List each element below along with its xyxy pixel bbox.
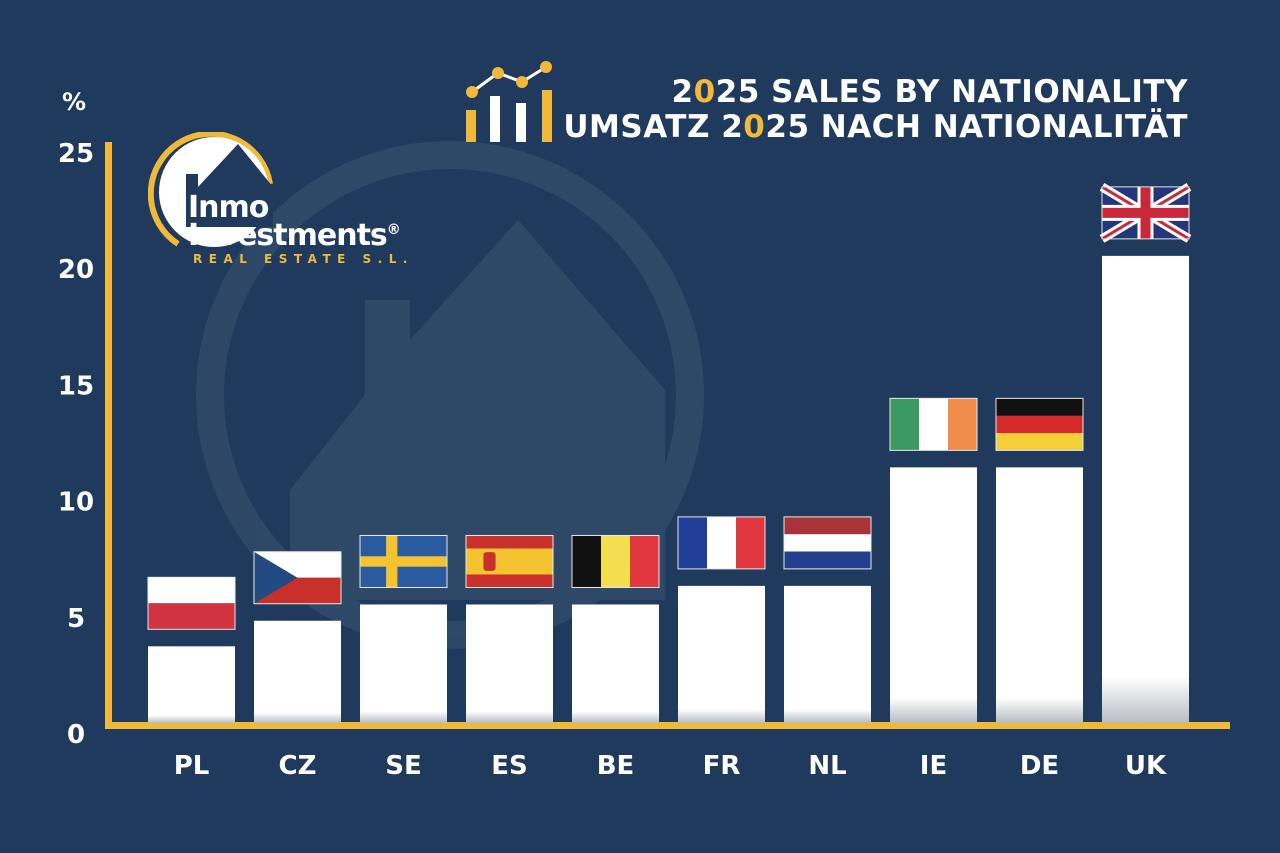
bar-uk — [1102, 255, 1189, 723]
flag-border — [1101, 186, 1190, 240]
title-text: 25 SALES BY NATIONALITY — [715, 74, 1188, 110]
chart-trend-icon — [466, 61, 552, 142]
x-tick-label: UK — [1125, 751, 1167, 781]
x-axis-line — [105, 722, 1230, 729]
x-tick-label: FR — [703, 751, 741, 781]
x-tick-label: SE — [385, 751, 422, 781]
bar-fr — [678, 585, 765, 723]
flag-stripe — [707, 516, 736, 569]
company-logo: Inmo Investments® REAL ESTATE S.L. — [148, 132, 458, 272]
y-tick-label: 10 — [58, 488, 94, 518]
flag-stripe — [678, 516, 707, 569]
house-circle-icon — [148, 132, 273, 247]
flag-border — [147, 576, 236, 630]
ireland-flag-icon — [889, 397, 978, 451]
flag-border — [995, 397, 1084, 451]
y-tick-label: 15 — [58, 371, 94, 401]
netherlands-flag-icon — [783, 516, 872, 570]
flag-stripe — [630, 535, 659, 588]
bar-cz — [254, 620, 341, 723]
flag-border — [783, 516, 872, 570]
germany-flag-icon — [995, 397, 1084, 451]
title-text: 25 NACH NATIONALITÄT — [765, 109, 1188, 145]
title-accent: 0 — [743, 109, 766, 145]
flag-border — [677, 516, 766, 570]
belgium-flag-icon — [571, 534, 660, 588]
flag-stripe — [784, 551, 871, 569]
y-axis-line — [105, 142, 112, 727]
bar-nl — [784, 585, 871, 723]
flag-stripe — [784, 534, 871, 552]
flag-stripe — [996, 433, 1083, 451]
y-tick-label: 0 — [67, 720, 85, 750]
chart-title-english: 2025 SALES BY NATIONALITY — [671, 74, 1188, 110]
flag-stripe — [996, 415, 1083, 434]
x-tick-label: NL — [808, 751, 846, 781]
bar-pl — [148, 646, 235, 723]
flag-stripe — [466, 548, 553, 575]
logo-word-investments: Investments® — [188, 218, 401, 253]
flag-stripe — [148, 577, 235, 604]
x-tick-label: IE — [920, 751, 947, 781]
flag-border — [465, 534, 554, 588]
flag-cross — [1102, 207, 1189, 218]
flag-stripe — [601, 535, 630, 588]
flag-border — [889, 397, 978, 451]
flag-stripe — [890, 398, 919, 451]
title-text: UMSATZ 2 — [563, 109, 744, 145]
poland-flag-icon — [147, 576, 236, 630]
bar-es — [466, 604, 553, 723]
flag-triangle — [254, 551, 298, 604]
flag-stripe — [572, 535, 601, 588]
y-axis-unit-label: % — [62, 88, 87, 116]
uk-flag-icon — [1099, 183, 1192, 243]
france-flag-icon — [677, 516, 766, 570]
flag-border — [571, 534, 660, 588]
y-tick-label: 20 — [58, 255, 94, 285]
flag-coat-of-arms — [483, 552, 496, 571]
sweden-flag-icon — [359, 534, 448, 588]
bar-se — [360, 604, 447, 723]
title-accent: 0 — [693, 74, 716, 110]
bar-be — [572, 604, 659, 723]
registered-mark: ® — [386, 222, 401, 238]
flag-stripe — [148, 603, 235, 630]
y-tick-label: 5 — [67, 604, 85, 634]
chart-title-german: UMSATZ 2025 NACH NATIONALITÄT — [563, 109, 1188, 145]
logo-tagline: REAL ESTATE S.L. — [193, 252, 414, 266]
flag-stripe — [736, 516, 765, 569]
bar-de — [996, 467, 1083, 723]
flag-stripe — [784, 516, 871, 535]
logo-word-inmo: Inmo — [188, 190, 269, 225]
flag-stripe — [948, 398, 977, 451]
spain-flag-icon — [465, 534, 554, 588]
y-tick-label: 25 — [58, 139, 94, 169]
x-tick-label: ES — [491, 751, 528, 781]
x-tick-label: CZ — [279, 751, 317, 781]
logo-word: Investments — [188, 218, 388, 253]
x-tick-label: BE — [597, 751, 635, 781]
czech-flag-icon — [253, 551, 342, 605]
flag-cross — [360, 556, 447, 567]
bar-ie — [890, 467, 977, 723]
x-tick-label: DE — [1020, 751, 1059, 781]
watermark-logo — [196, 141, 704, 649]
flag-stripe — [919, 398, 948, 451]
flag-border — [253, 551, 342, 605]
title-text: 2 — [671, 74, 694, 110]
flag-stripe — [996, 398, 1083, 416]
x-tick-label: PL — [174, 751, 210, 781]
flag-border — [359, 534, 448, 588]
